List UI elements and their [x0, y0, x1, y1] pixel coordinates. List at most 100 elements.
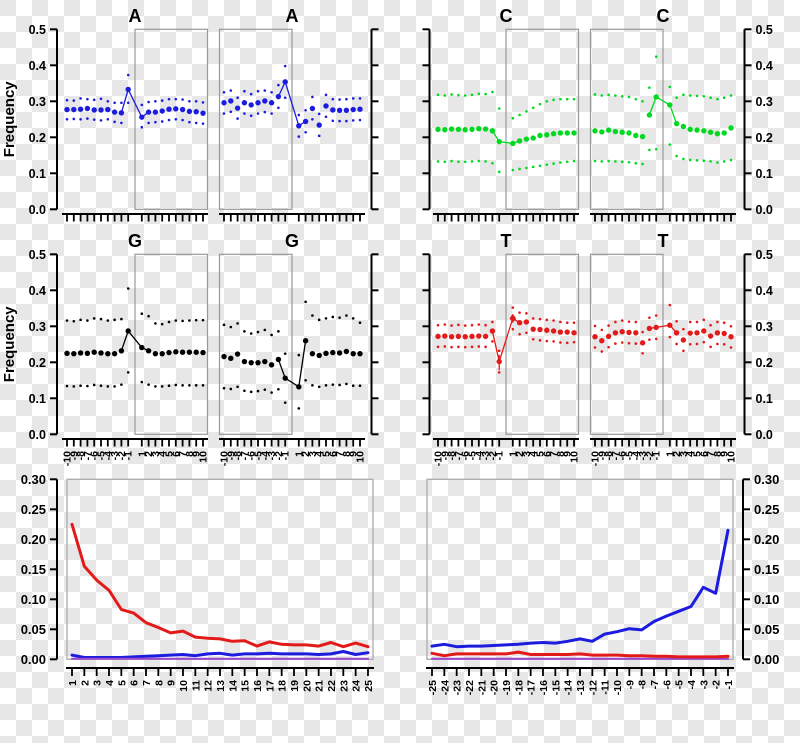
mean-point	[275, 93, 282, 100]
band-point-lower	[331, 119, 335, 123]
band-point-lower	[722, 160, 726, 163]
band-point-lower	[675, 342, 678, 346]
band-point-upper	[702, 94, 706, 98]
y-tick-label: 0.1	[29, 167, 46, 181]
y-tick-label: 0.3	[29, 95, 46, 109]
mean-point	[91, 349, 97, 355]
band-point-lower	[99, 384, 103, 388]
mean-point	[91, 107, 97, 113]
band-point-lower	[518, 167, 521, 171]
x-tick-label: 8	[341, 451, 353, 457]
band-point-upper	[270, 333, 273, 337]
x-tick-label: 2	[671, 451, 683, 457]
x-tick-label: -8	[75, 451, 87, 460]
x-tick-label: -5	[467, 451, 479, 460]
mean-point	[619, 329, 625, 335]
y-tick-label: 0.10	[754, 592, 779, 607]
y-tick-label: 0.0	[29, 203, 46, 217]
mean-point	[323, 103, 329, 109]
y-tick-label: 0.4	[29, 284, 46, 298]
x-tick-label: -10	[612, 680, 624, 695]
mean-point	[186, 108, 193, 115]
mean-point	[605, 127, 612, 133]
band-point-lower	[324, 115, 328, 119]
x-tick-label: 2	[514, 451, 526, 457]
mean-point	[228, 355, 234, 362]
band-point-upper	[345, 97, 348, 101]
band-point-upper	[243, 89, 246, 93]
x-tick-label: -1	[123, 451, 135, 460]
band-point-upper	[65, 98, 69, 102]
y-tick-label: 0.2	[756, 356, 773, 370]
x-tick-label: 23	[338, 680, 350, 692]
band-point-upper	[99, 97, 103, 101]
band-point-lower	[126, 371, 130, 374]
band-point-lower	[491, 340, 494, 343]
y-tick-label: 0.4	[756, 59, 773, 73]
x-tick-label: -11	[600, 680, 612, 695]
panel-T: 0.00.10.20.30.40.5-10-9-8-7-6-5-4-3-2-1 1…	[422, 231, 773, 466]
junction-line	[648, 96, 678, 124]
band-point-lower	[79, 118, 82, 121]
panel-title: C	[657, 6, 670, 26]
band-point-upper	[552, 98, 555, 102]
band-point-lower	[484, 160, 487, 163]
mean-point	[84, 105, 91, 112]
mean-point	[448, 126, 455, 132]
x-tick-label: 4	[157, 451, 169, 457]
mean-point	[537, 132, 543, 139]
x-tick-label: 20	[301, 680, 313, 692]
x-tick-label: 10	[726, 451, 738, 463]
band-point-lower	[243, 112, 246, 115]
band-point-upper	[688, 320, 692, 324]
band-point-lower	[572, 159, 576, 163]
x-tick-label: 2	[300, 451, 312, 457]
band-point-lower	[317, 385, 321, 389]
mean-point	[612, 330, 619, 336]
mean-point	[707, 333, 714, 339]
band-point-upper	[188, 100, 191, 103]
mean-point	[255, 359, 261, 366]
x-tick-label: -3	[698, 680, 710, 689]
band-point-lower	[263, 388, 267, 391]
band-point-upper	[668, 85, 672, 89]
band-point-lower	[648, 148, 651, 152]
y-tick-label: 0.5	[756, 248, 773, 262]
band-point-upper	[358, 97, 362, 100]
band-point-lower	[688, 343, 692, 346]
x-tick-label: 8	[153, 680, 165, 686]
panel-title: C	[500, 6, 513, 26]
y-tick-label: 0.20	[21, 532, 46, 547]
band-point-lower	[167, 118, 171, 122]
y-tick-label: 0.30	[21, 472, 46, 487]
band-point-upper	[497, 107, 501, 110]
x-tick-label: -6	[661, 680, 673, 689]
x-tick-label: -21	[476, 680, 488, 695]
band-point-lower	[709, 160, 712, 163]
band-point-upper	[729, 325, 733, 328]
band-point-upper	[140, 103, 144, 107]
x-tick-label: 7	[705, 451, 717, 457]
band-point-lower	[304, 379, 307, 382]
mean-point	[564, 329, 570, 335]
band-point-lower	[545, 163, 549, 166]
y-tick-label: 0.4	[29, 59, 46, 73]
y-tick-label: 0.3	[756, 320, 773, 334]
band-point-upper	[311, 314, 314, 317]
band-point-upper	[86, 97, 89, 101]
x-tick-label: -1	[651, 451, 663, 460]
mean-point	[105, 106, 111, 113]
x-tick-label: 3	[150, 451, 162, 457]
x-tick-label: -16	[538, 680, 550, 695]
band-point-lower	[552, 162, 555, 165]
band-point-lower	[120, 121, 123, 125]
band-point-upper	[317, 112, 321, 116]
band-point-lower	[477, 345, 481, 348]
band-point-lower	[140, 380, 144, 384]
junction-line	[491, 317, 520, 365]
band-point-lower	[277, 106, 280, 110]
mean-point	[200, 110, 206, 116]
band-point-upper	[263, 328, 267, 332]
mean-point	[234, 105, 241, 111]
